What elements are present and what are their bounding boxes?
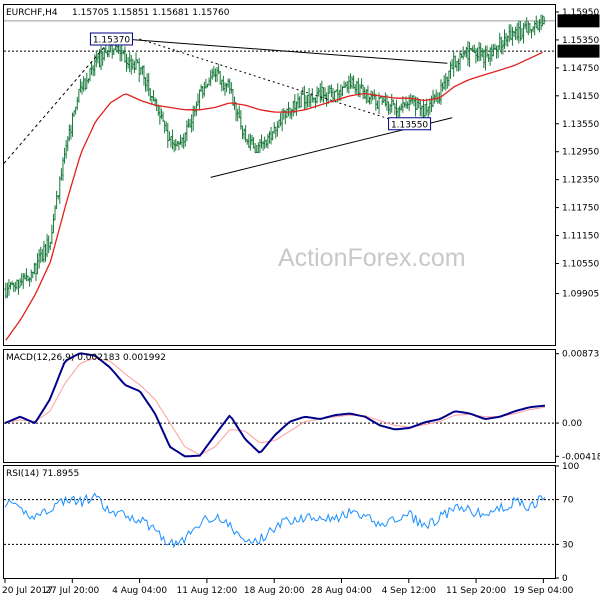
- ohlc-readout: 1.15705 1.15851 1.15681 1.15760: [72, 8, 230, 18]
- upper-trendline: [109, 37, 448, 64]
- macd-title: MACD(12,26,9) 0.002183 0.001992: [6, 353, 166, 363]
- price-y-tick-label: 1.12950: [562, 148, 599, 158]
- macd-y-tick-label: 0.00: [562, 419, 582, 429]
- level-price-tag: 1.15110: [557, 44, 600, 58]
- rsi-y-tick-label: 100: [562, 462, 579, 472]
- x-tick-label: 19 Sep 04:00: [513, 586, 573, 596]
- price-y-tick-label: 1.14150: [562, 92, 599, 102]
- annotation-low-box: [388, 117, 432, 131]
- macd-panel-frame: [3, 349, 556, 463]
- moving-average-line: [5, 51, 543, 341]
- macd-y-tick-label: 0.008732: [562, 350, 600, 360]
- annotation-low-text: 1.13550: [391, 120, 428, 130]
- annotation-high-box: [89, 32, 133, 46]
- rsi-y-tick-label: 70: [562, 496, 574, 506]
- macd-signal-line: [4, 357, 546, 456]
- x-tick-label: 18 Aug 20:00: [244, 586, 305, 596]
- price-title: EURCHF,H4: [6, 8, 58, 18]
- level-price-tag-box: [557, 44, 600, 58]
- price-bar: [542, 16, 546, 25]
- current-price-tag-box: [557, 14, 600, 28]
- x-tick-label: 27 Jul 20:00: [45, 586, 99, 596]
- rsi-layer: [4, 492, 555, 549]
- macd-y-tick-label: -0.004184: [562, 452, 600, 462]
- current-price-tag-text: 1.15760: [562, 17, 599, 27]
- dotted-decline-line: [139, 38, 405, 125]
- level-price-tag-text: 1.15110: [562, 47, 599, 57]
- price-layer: 1.15370 1.13550: [3, 14, 555, 341]
- price-y-tick-label: 1.13550: [562, 120, 599, 130]
- x-tick-label: 28 Aug 04:00: [311, 586, 372, 596]
- current-price-tag: 1.15760: [557, 14, 600, 28]
- rsi-y-tick-label: 30: [562, 540, 574, 550]
- price-y-tick-label: 1.14750: [562, 64, 599, 74]
- ohlc-bars: [4, 14, 546, 299]
- x-tick-label: 4 Aug 04:00: [112, 586, 167, 596]
- price-y-tick-label: 1.11150: [562, 232, 599, 242]
- x-tick-label: 11 Sep 20:00: [446, 586, 506, 596]
- rsi-line: [4, 492, 546, 549]
- watermark: ActionForex.com: [278, 244, 466, 272]
- dashed-support-line: [3, 46, 105, 164]
- annotation-low: 1.13550: [388, 117, 432, 131]
- price-panel-frame: [3, 4, 556, 346]
- axis-layer: 1.15950 1.15350 1.14750 1.14150 1.13550 1.129…: [2, 8, 600, 596]
- rsi-y-tick-label: 0: [562, 574, 568, 584]
- rsi-panel-frame: [3, 465, 556, 579]
- annotation-high-text: 1.15370: [93, 36, 130, 46]
- price-y-tick-label: 1.11750: [562, 204, 599, 214]
- price-y-tick-label: 1.15350: [562, 36, 599, 46]
- price-y-tick-label: 1.12350: [562, 176, 599, 186]
- macd-layer: [4, 352, 555, 458]
- annotation-high: 1.15370: [89, 32, 133, 46]
- rsi-title: RSI(14) 71.8955: [6, 469, 79, 479]
- price-y-tick-label: 1.10550: [562, 259, 599, 269]
- x-tick-label: 11 Aug 12:00: [177, 586, 238, 596]
- price-y-tick-label: 1.15950: [562, 8, 599, 18]
- x-tick-label: 20 Jul 2017: [2, 586, 53, 596]
- price-y-tick-label: 1.09905: [562, 290, 599, 300]
- x-tick-label: 4 Sep 12:00: [382, 586, 437, 596]
- macd-line: [4, 352, 546, 458]
